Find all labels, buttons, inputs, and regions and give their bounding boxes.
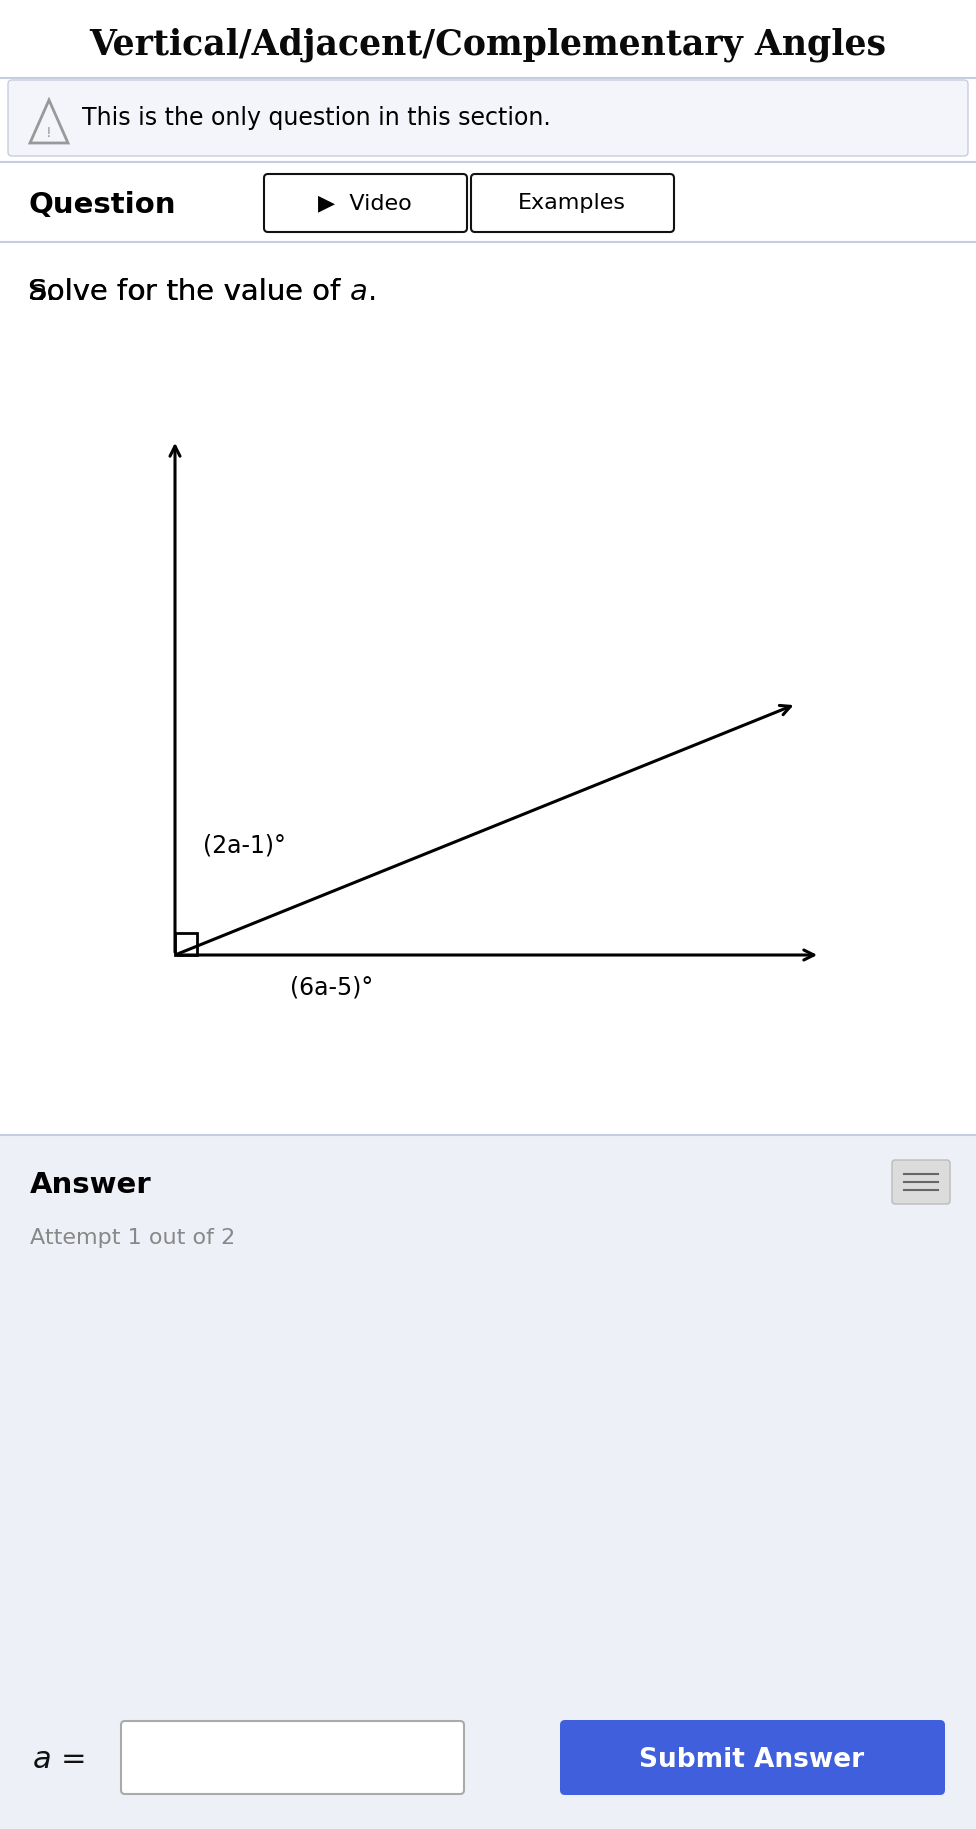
Text: Solve for the value of: Solve for the value of <box>28 278 349 305</box>
Bar <box>0 1136 976 1829</box>
FancyBboxPatch shape <box>560 1719 945 1794</box>
FancyBboxPatch shape <box>892 1160 950 1203</box>
Text: Answer: Answer <box>30 1171 151 1200</box>
Text: Examples: Examples <box>518 194 626 212</box>
Text: Vertical/Adjacent/Complementary Angles: Vertical/Adjacent/Complementary Angles <box>90 27 886 62</box>
Text: This is the only question in this section.: This is the only question in this sectio… <box>82 106 550 130</box>
FancyBboxPatch shape <box>471 174 674 232</box>
Text: ▶  Video: ▶ Video <box>318 194 412 212</box>
FancyBboxPatch shape <box>121 1721 464 1794</box>
Bar <box>175 933 197 955</box>
Text: (6a-5)°: (6a-5)° <box>290 975 373 999</box>
Text: $a$ =: $a$ = <box>32 1745 85 1774</box>
Text: !: ! <box>46 126 52 141</box>
Text: $a$.: $a$. <box>28 278 54 305</box>
FancyBboxPatch shape <box>264 174 467 232</box>
Text: Attempt 1 out of 2: Attempt 1 out of 2 <box>30 1227 235 1247</box>
FancyBboxPatch shape <box>8 80 968 155</box>
Text: Question: Question <box>28 190 176 219</box>
Text: (2a-1)°: (2a-1)° <box>203 832 286 858</box>
Text: Submit Answer: Submit Answer <box>639 1747 865 1772</box>
Text: Solve for the value of $a$.: Solve for the value of $a$. <box>28 278 376 305</box>
